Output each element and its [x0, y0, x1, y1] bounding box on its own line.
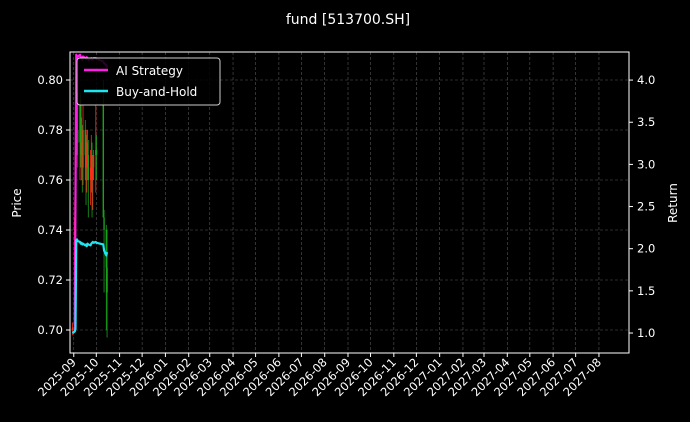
candle-body — [91, 155, 93, 180]
y2-tick-label: 2.0 — [637, 242, 655, 256]
candle-body — [92, 167, 94, 180]
candle-body — [82, 130, 84, 168]
y-tick-label: 0.80 — [37, 73, 63, 87]
y2-tick-label: 4.0 — [637, 73, 655, 87]
candle-body — [80, 142, 83, 155]
candle-body — [81, 142, 83, 168]
candle-body — [84, 130, 86, 155]
candle-body — [86, 142, 88, 168]
candle-body — [90, 155, 92, 168]
candle-body — [102, 105, 105, 218]
y-tick-label: 0.76 — [37, 173, 63, 187]
legend-box — [76, 57, 221, 106]
y-axis-label: Price — [10, 188, 24, 217]
x-axis: 2025-092025-102025-112025-122026-012026-… — [35, 353, 604, 399]
candle-body — [105, 230, 108, 268]
chart-title: fund [513700.SH] — [286, 12, 410, 28]
y2-tick-label: 1.5 — [637, 284, 655, 298]
legend-label-buy-and-hold: Buy-and-Hold — [116, 85, 197, 99]
y2-tick-label: 2.5 — [637, 200, 655, 214]
candle-body — [77, 130, 79, 143]
series-line-buy-and-hold — [71, 238, 109, 334]
candle-body — [92, 155, 95, 168]
candle-body — [89, 167, 92, 180]
y2-tick-label: 3.0 — [637, 157, 655, 171]
y-tick-label: 0.72 — [37, 273, 63, 287]
candles — [71, 65, 108, 338]
y2-axis-label: Return — [666, 183, 680, 223]
y2-tick-label: 3.5 — [637, 115, 655, 129]
y-axis-right: 1.0 1.5 2.0 2.5 3.0 3.5 4.0 — [629, 73, 655, 340]
legend: AI Strategy Buy-and-Hold — [76, 57, 221, 106]
candle-body — [86, 142, 89, 155]
candle-body — [71, 327, 74, 330]
y-tick-label: 0.78 — [37, 123, 63, 137]
candle-body — [103, 217, 105, 230]
candle-body — [87, 155, 89, 180]
y2-tick-label: 1.0 — [637, 326, 655, 340]
candle-body — [79, 105, 81, 143]
y-tick-label: 0.74 — [37, 223, 63, 237]
y-tick-label: 0.70 — [37, 323, 63, 337]
candle-body — [95, 150, 98, 155]
legend-label-ai-strategy: AI Strategy — [116, 64, 183, 78]
candle-body — [85, 155, 87, 168]
candle-body — [106, 267, 108, 293]
candle-body — [95, 150, 97, 155]
candle-body — [80, 105, 82, 155]
y-axis-left: 0.70 0.72 0.74 0.76 0.78 0.80 — [37, 73, 70, 337]
plot-frame — [69, 51, 630, 354]
